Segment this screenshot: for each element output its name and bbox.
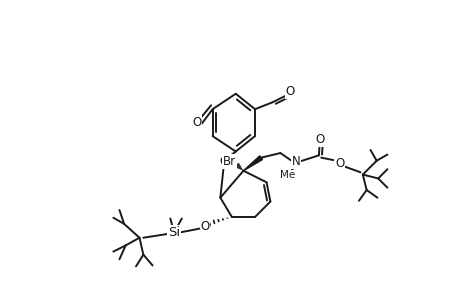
Text: O: O	[315, 134, 325, 146]
Text: Si: Si	[168, 226, 180, 239]
Text: Br: Br	[223, 155, 235, 168]
Text: O: O	[192, 116, 202, 129]
Text: Me: Me	[280, 170, 295, 180]
Text: O: O	[200, 220, 209, 233]
Text: O: O	[285, 85, 294, 98]
Text: N: N	[291, 155, 300, 168]
Text: O: O	[219, 155, 228, 168]
Polygon shape	[243, 156, 262, 171]
Text: O: O	[334, 157, 344, 169]
